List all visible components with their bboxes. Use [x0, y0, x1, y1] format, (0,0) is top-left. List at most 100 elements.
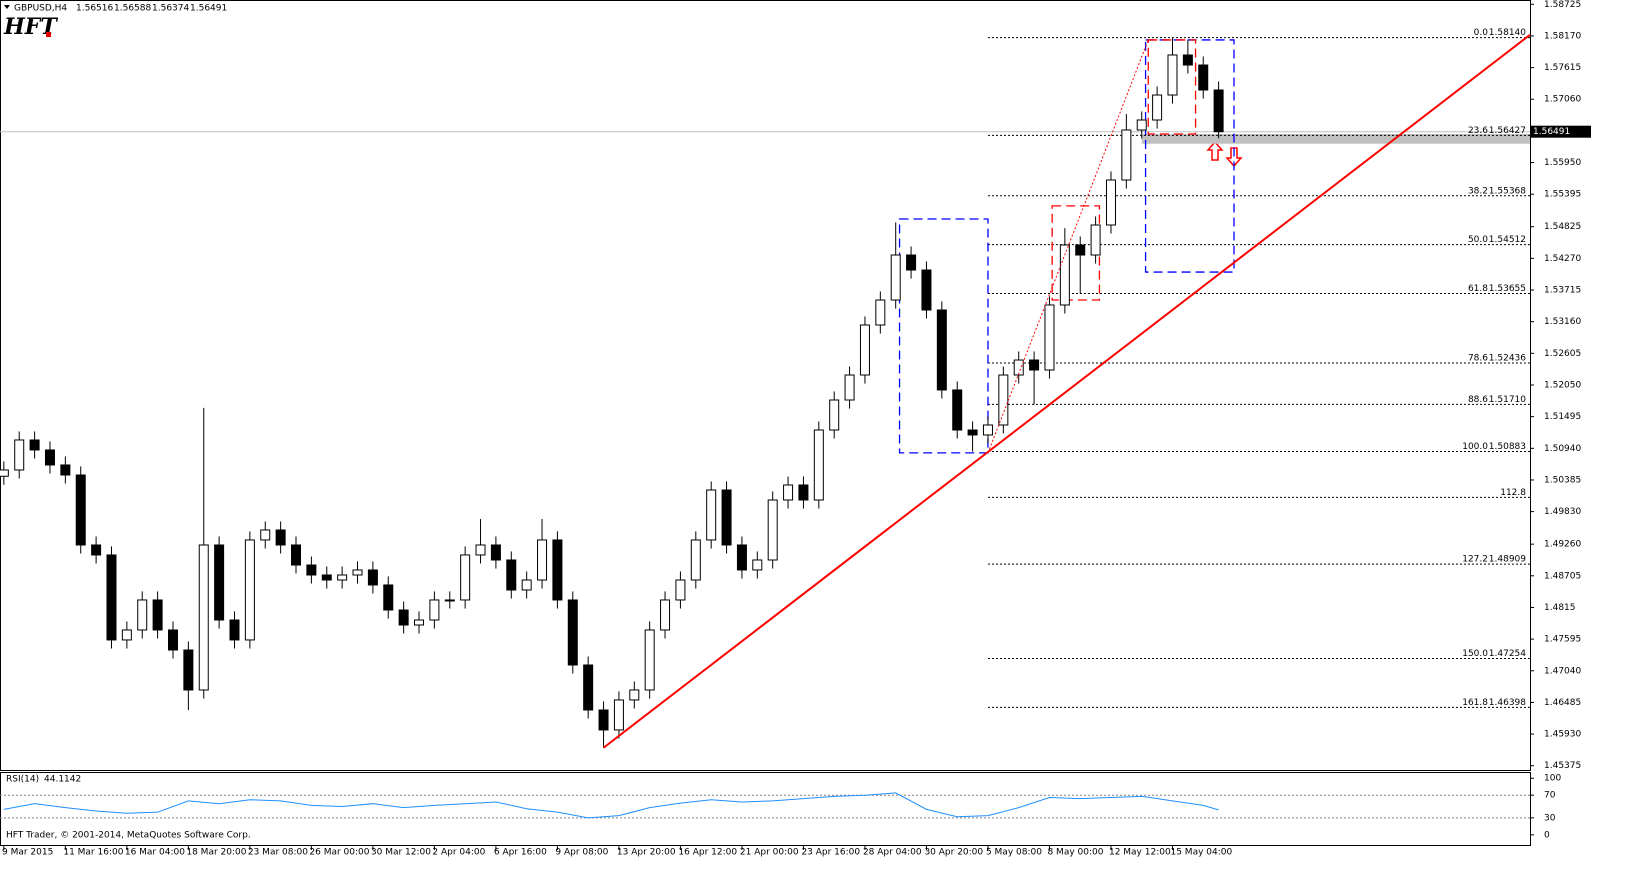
y-tick-label: 1.49260 [1544, 540, 1581, 550]
candle-body [44, 449, 55, 466]
x-tick-label: 9 Mar 2015 [2, 848, 53, 858]
y-tick-label: 1.47040 [1544, 666, 1581, 676]
fibo-price: 1.47254 [1489, 649, 1526, 659]
candle-body [121, 629, 132, 641]
candle-body [490, 544, 501, 561]
candle-body [675, 579, 686, 601]
candle-body [460, 554, 471, 601]
ohlc-high: 1.56588 [114, 4, 151, 14]
y-tick-label: 1.45930 [1544, 730, 1581, 740]
candle-body [537, 539, 548, 581]
fibo-price: 1.54512 [1489, 235, 1526, 245]
y-tick-label: 1.46485 [1544, 698, 1581, 708]
fibo-ratio: 100.0 [1462, 442, 1488, 452]
x-tick-label: 16 Apr 12:00 [678, 848, 737, 858]
candle-body [475, 544, 486, 556]
candle-body [982, 424, 993, 436]
candle-body [1075, 244, 1086, 256]
y-tick-label: 1.52050 [1544, 381, 1581, 391]
candle-body [506, 559, 517, 591]
x-tick-label: 28 Apr 04:00 [863, 848, 922, 858]
candle-body [552, 539, 563, 601]
x-tick-label: 2 Apr 04:00 [432, 848, 485, 858]
x-tick-label: 21 Apr 00:00 [740, 848, 799, 858]
rsi-title: RSI(14) [6, 775, 39, 785]
rsi-y-tick-label: 30 [1544, 813, 1556, 823]
fibo-ratio: 50.0 [1468, 235, 1488, 245]
fibo-ratio: 150.0 [1462, 649, 1488, 659]
dotted-line [987, 39, 1149, 454]
fibo-ratio: 112.8 [1500, 488, 1526, 498]
candle-body [783, 484, 794, 501]
x-tick-label: 6 Apr 16:00 [494, 848, 547, 858]
support-zone [1141, 134, 1530, 144]
candle-body [952, 389, 963, 431]
candle-body [890, 254, 901, 301]
ohlc-low: 1.56374 [152, 4, 189, 14]
y-tick-label: 1.50940 [1544, 444, 1581, 454]
fibo-price: 1.52436 [1489, 353, 1526, 363]
candle-body [1044, 304, 1055, 371]
fibo-ratio: 78.6 [1468, 353, 1488, 363]
candle-body [0, 469, 9, 477]
candle-body [214, 544, 225, 621]
x-tick-label: 26 Mar 00:00 [309, 848, 369, 858]
y-tick-label: 1.52605 [1544, 349, 1581, 359]
symbol: GBPUSD,H4 [14, 4, 67, 14]
x-tick-label: 11 Mar 16:00 [63, 848, 123, 858]
ohlc-close: 1.56491 [190, 4, 227, 14]
candle-body [183, 649, 194, 691]
y-tick-label: 1.48705 [1544, 571, 1581, 581]
x-tick-label: 16 Mar 04:00 [125, 848, 185, 858]
fibo-price: 1.48909 [1489, 555, 1526, 565]
candle-body [721, 489, 732, 546]
y-tick-label: 1.54825 [1544, 222, 1581, 232]
fibo-price: 1.58140 [1489, 28, 1526, 38]
trendline [602, 34, 1531, 749]
candle-body [629, 689, 640, 701]
y-tick-label: 1.45375 [1544, 761, 1581, 771]
ohlc-open: 1.56516 [76, 4, 113, 14]
y-tick-label: 1.57615 [1544, 63, 1581, 73]
y-tick-label: 1.50385 [1544, 475, 1581, 485]
box [898, 218, 989, 454]
fibo-price: 1.51710 [1489, 395, 1526, 405]
x-tick-label: 23 Apr 16:00 [801, 848, 860, 858]
rsi-value: 44.1142 [44, 775, 81, 785]
menu-triangle [4, 5, 10, 9]
candle-body [1059, 244, 1070, 306]
candle-body [767, 499, 778, 561]
candle-body [875, 299, 886, 326]
x-tick-label: 8 May 00:00 [1047, 848, 1103, 858]
candle-body [1013, 359, 1024, 376]
candle-body [352, 569, 363, 576]
x-tick-label: 9 Apr 08:00 [555, 848, 608, 858]
candle-body [1213, 89, 1224, 133]
candle-body [14, 439, 25, 471]
y-tick-label: 1.53715 [1544, 286, 1581, 296]
candle-body [613, 699, 624, 731]
candle-body [829, 399, 840, 431]
candle-body [567, 599, 578, 666]
candle-body [398, 609, 409, 626]
x-tick-label: 18 Mar 20:00 [186, 848, 246, 858]
candle-body [598, 709, 609, 731]
candle-body [813, 429, 824, 501]
candle-body [229, 619, 240, 641]
candle-body [690, 539, 701, 581]
rsi-y-tick-label: 100 [1544, 774, 1561, 784]
candle-body [167, 629, 178, 651]
candle-body [1182, 54, 1193, 66]
y-tick-label: 1.49830 [1544, 507, 1581, 517]
candle-body [1029, 359, 1040, 371]
candle-body [106, 554, 117, 641]
candle-body [1105, 179, 1116, 226]
x-tick-label: 15 May 04:00 [1170, 848, 1232, 858]
rsi-y-tick-label: 70 [1544, 791, 1556, 801]
candle-body [998, 374, 1009, 426]
candle-body [906, 254, 917, 271]
price-label-bg [1531, 125, 1591, 138]
rsi-line [3, 792, 1219, 819]
fibo-ratio: 38.2 [1468, 186, 1488, 196]
